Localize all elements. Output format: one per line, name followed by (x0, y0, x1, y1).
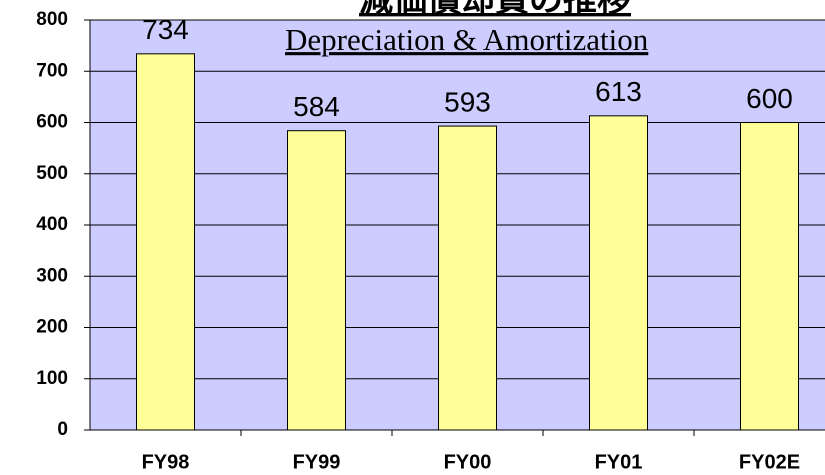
x-tick-label: FY98 (142, 451, 190, 473)
marks: 0 100 200 300 400 500 600 700 800 FY98 734 FY99 584 F… (36, 9, 825, 473)
x-tick-label: FY99 (293, 451, 341, 473)
y-tick-label: 500 (36, 163, 68, 184)
chart-title: 減価償却費の推移 (359, 0, 631, 19)
y-tick-label: 800 (36, 9, 68, 30)
bar (740, 122, 799, 431)
y-tick-label: 400 (36, 214, 68, 235)
data-label: 593 (444, 86, 491, 117)
y-tick-label: 200 (36, 317, 68, 338)
data-label: 613 (595, 76, 642, 107)
bar (136, 53, 195, 431)
bar (287, 130, 346, 431)
y-tick-label: 100 (36, 368, 68, 389)
y-tick-label: 700 (36, 60, 68, 81)
data-label: 584 (293, 91, 340, 122)
x-tick-label: FY02E (739, 451, 800, 473)
chart-subtitle: Depreciation & Amortization (285, 22, 649, 57)
bar (589, 115, 648, 431)
data-label: 734 (142, 14, 189, 45)
y-tick-label: 300 (36, 265, 68, 286)
bar (438, 125, 497, 431)
x-tick-label: FY01 (595, 451, 643, 473)
y-tick-label: 0 (57, 419, 68, 440)
x-tick-label: FY00 (444, 451, 492, 473)
y-tick-label: 600 (36, 112, 68, 133)
data-label: 600 (746, 83, 793, 114)
